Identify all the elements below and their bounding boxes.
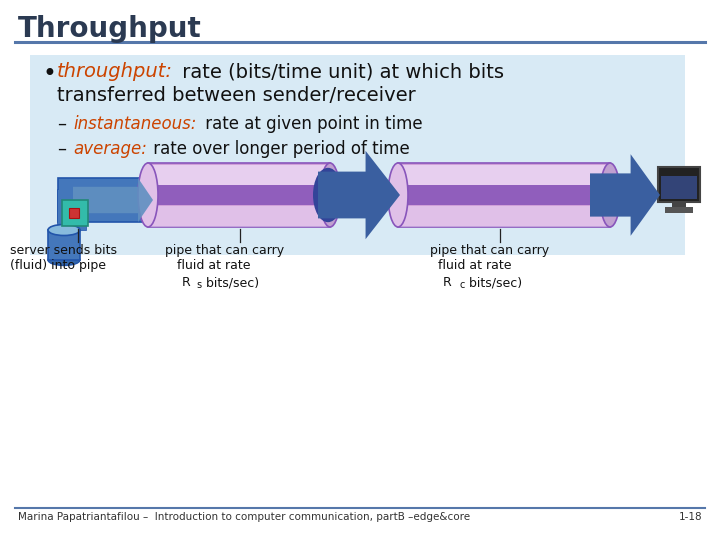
FancyBboxPatch shape (398, 163, 610, 227)
Ellipse shape (48, 225, 80, 235)
FancyBboxPatch shape (672, 201, 686, 208)
Text: rate over longer period of time: rate over longer period of time (148, 140, 410, 158)
Text: •: • (42, 62, 56, 86)
Ellipse shape (600, 163, 620, 227)
FancyBboxPatch shape (665, 207, 693, 213)
Text: throughput:: throughput: (57, 62, 173, 81)
Ellipse shape (313, 168, 343, 222)
Text: pipe that can carry
   fluid at rate: pipe that can carry fluid at rate (165, 244, 284, 272)
Text: –: – (57, 140, 66, 158)
Text: c: c (459, 280, 464, 290)
Text: –: – (57, 115, 66, 133)
FancyBboxPatch shape (58, 190, 86, 230)
Text: instantaneous:: instantaneous: (73, 115, 197, 133)
Text: Throughput: Throughput (18, 15, 202, 43)
Text: Marina Papatriantafilou –  Introduction to computer communication, partB –edge&c: Marina Papatriantafilou – Introduction t… (18, 512, 470, 522)
Text: rate at given point in time: rate at given point in time (200, 115, 423, 133)
Ellipse shape (138, 163, 158, 227)
FancyBboxPatch shape (658, 167, 700, 202)
Text: s: s (196, 280, 201, 290)
Text: bits/sec): bits/sec) (465, 276, 522, 289)
Text: R: R (170, 276, 191, 289)
FancyBboxPatch shape (148, 206, 330, 227)
FancyBboxPatch shape (58, 190, 86, 230)
Polygon shape (73, 178, 153, 222)
Text: bits/sec): bits/sec) (202, 276, 259, 289)
FancyBboxPatch shape (148, 165, 330, 185)
FancyBboxPatch shape (398, 165, 610, 185)
FancyBboxPatch shape (30, 55, 685, 255)
Polygon shape (590, 154, 660, 236)
FancyBboxPatch shape (69, 208, 79, 218)
FancyBboxPatch shape (661, 176, 697, 199)
Text: average:: average: (73, 140, 147, 158)
FancyBboxPatch shape (58, 178, 148, 222)
Text: transferred between sender/receiver: transferred between sender/receiver (57, 86, 415, 105)
Text: server sends bits
(fluid) into pipe: server sends bits (fluid) into pipe (10, 244, 117, 272)
FancyBboxPatch shape (148, 163, 330, 227)
FancyBboxPatch shape (148, 185, 330, 205)
FancyBboxPatch shape (48, 230, 80, 260)
Ellipse shape (320, 163, 340, 227)
Ellipse shape (48, 254, 80, 266)
Polygon shape (318, 151, 400, 239)
FancyBboxPatch shape (398, 206, 610, 227)
FancyBboxPatch shape (398, 185, 610, 205)
Text: rate (bits/time unit) at which bits: rate (bits/time unit) at which bits (176, 62, 504, 81)
Ellipse shape (388, 163, 408, 227)
Text: pipe that can carry
  fluid at rate: pipe that can carry fluid at rate (430, 244, 549, 272)
FancyBboxPatch shape (62, 200, 88, 226)
Text: R: R (435, 276, 451, 289)
Text: 1-18: 1-18 (678, 512, 702, 522)
